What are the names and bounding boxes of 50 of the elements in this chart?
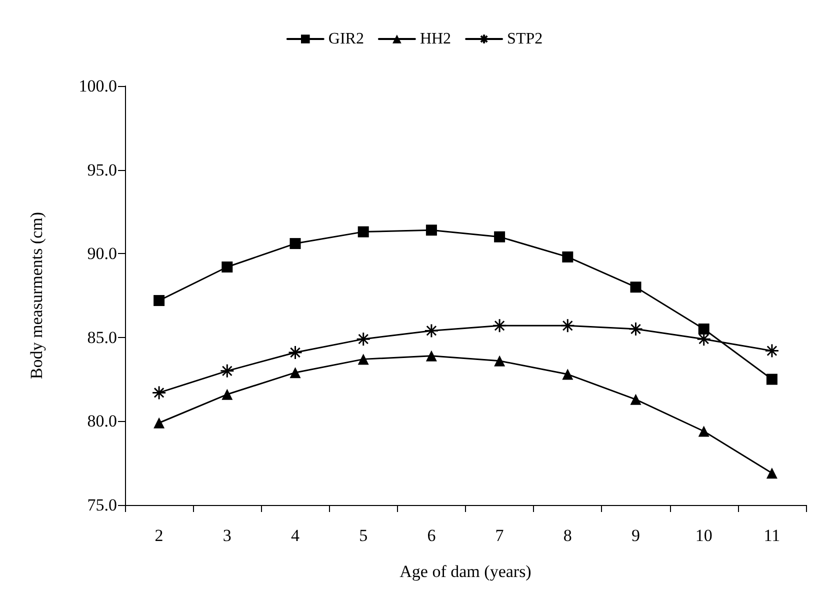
point xyxy=(152,385,166,400)
x-tick-label: 3 xyxy=(222,526,232,545)
point xyxy=(562,251,574,262)
point xyxy=(494,355,506,366)
point xyxy=(290,367,301,378)
point xyxy=(630,394,642,405)
x-tick-label: 5 xyxy=(359,526,368,545)
x-axis-title: Age of dam (years) xyxy=(400,562,532,581)
y-tick-label: 95.0 xyxy=(87,160,117,180)
y-tick-label: 100.0 xyxy=(78,76,117,96)
y-tick-label: 85.0 xyxy=(87,328,117,347)
point xyxy=(698,426,710,437)
y-tick-label: 75.0 xyxy=(87,496,117,514)
legend-label: GIR2 xyxy=(328,30,364,48)
x-tick-label: 4 xyxy=(291,526,300,545)
x-tick-label: 11 xyxy=(764,526,780,545)
x-tick-label: 2 xyxy=(154,526,164,545)
point xyxy=(222,388,233,400)
x-tick-label: 10 xyxy=(695,526,712,545)
point xyxy=(560,318,575,333)
legend-label: HH2 xyxy=(420,30,452,48)
point xyxy=(764,344,780,358)
point xyxy=(766,374,778,385)
point xyxy=(288,345,302,360)
point xyxy=(154,295,165,306)
x-tick-label: 9 xyxy=(632,526,640,545)
point xyxy=(492,318,507,333)
point xyxy=(698,324,710,335)
legend-label: STP2 xyxy=(507,30,543,48)
point xyxy=(426,224,437,236)
point xyxy=(766,468,778,479)
x-tick-label: 6 xyxy=(427,526,436,545)
point xyxy=(222,262,233,273)
point xyxy=(630,282,642,293)
point xyxy=(494,231,506,242)
point xyxy=(424,323,439,338)
y-tick-label: 90.0 xyxy=(87,244,117,264)
point xyxy=(358,354,369,365)
point xyxy=(628,322,643,336)
x-tick-label: 7 xyxy=(495,526,504,545)
point xyxy=(358,226,369,238)
y-tick-label: 80.0 xyxy=(87,412,117,431)
x-tick-label: 8 xyxy=(563,526,572,545)
point xyxy=(220,364,234,378)
y-axis-title: Body measurments (cm) xyxy=(27,212,46,380)
point xyxy=(562,368,574,380)
point xyxy=(154,417,165,428)
point xyxy=(356,332,371,346)
point xyxy=(426,350,437,362)
point xyxy=(290,238,301,250)
